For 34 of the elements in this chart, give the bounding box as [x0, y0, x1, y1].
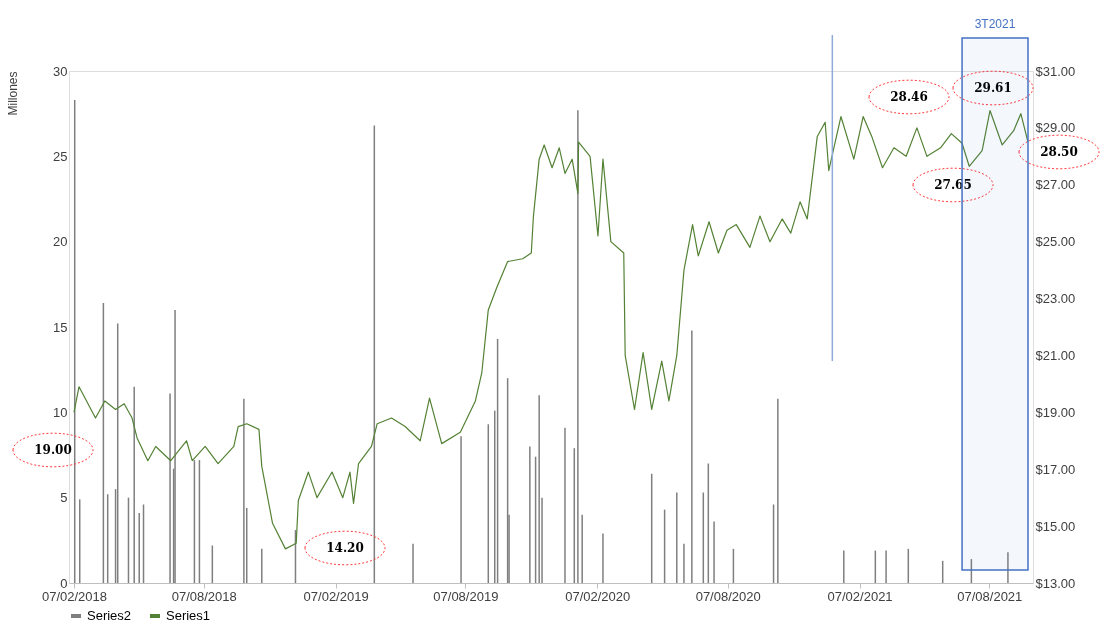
y2-tick-label: $13.00	[1035, 575, 1076, 591]
y2-tick-label: $19.00	[1035, 404, 1076, 420]
text: 19.00	[34, 443, 72, 457]
band-label: 3T2021	[974, 17, 1016, 31]
y-tick-label: 0	[60, 575, 68, 591]
y2-tick-label: $29.00	[1035, 120, 1076, 136]
legend-label: Series1	[166, 608, 211, 623]
y-tick-label: 10	[53, 404, 68, 420]
annotation: 14.20	[326, 541, 364, 555]
y-tick-label: 15	[53, 319, 68, 335]
x-tick-label: 07/02/2020	[565, 588, 631, 604]
y2-tick-label: $21.00	[1035, 347, 1076, 363]
text: 28.50	[1040, 145, 1078, 159]
x-tick-label: 07/08/2018	[171, 588, 237, 604]
y-tick-label: 30	[53, 63, 68, 79]
y2-tick-label: $27.00	[1035, 177, 1076, 193]
x-tick-label: 07/02/2019	[303, 588, 369, 604]
y2-tick-label: $23.00	[1035, 291, 1076, 307]
x-tick-label: 07/08/2021	[957, 588, 1023, 604]
y-tick-label: 25	[53, 148, 68, 164]
y2-tick-label: $17.00	[1035, 461, 1076, 477]
y2-tick-label: $31.00	[1035, 63, 1076, 79]
y-tick-label: 20	[53, 234, 68, 250]
x-tick-label: 07/08/2019	[433, 588, 499, 604]
legend-label: Series2	[87, 608, 132, 623]
y-axis-title: Millones	[5, 71, 20, 116]
annotation: 29.61	[974, 81, 1012, 95]
y2-tick-label: $15.00	[1035, 518, 1076, 534]
y2-tick-label: $25.00	[1035, 234, 1076, 250]
x-tick-label: 07/02/2018	[41, 588, 108, 604]
x-tick-label: 07/02/2021	[827, 588, 893, 604]
x-tick-label: 07/08/2020	[695, 588, 761, 604]
y-tick-label: 5	[60, 490, 68, 506]
annotation: 28.46	[890, 90, 928, 104]
